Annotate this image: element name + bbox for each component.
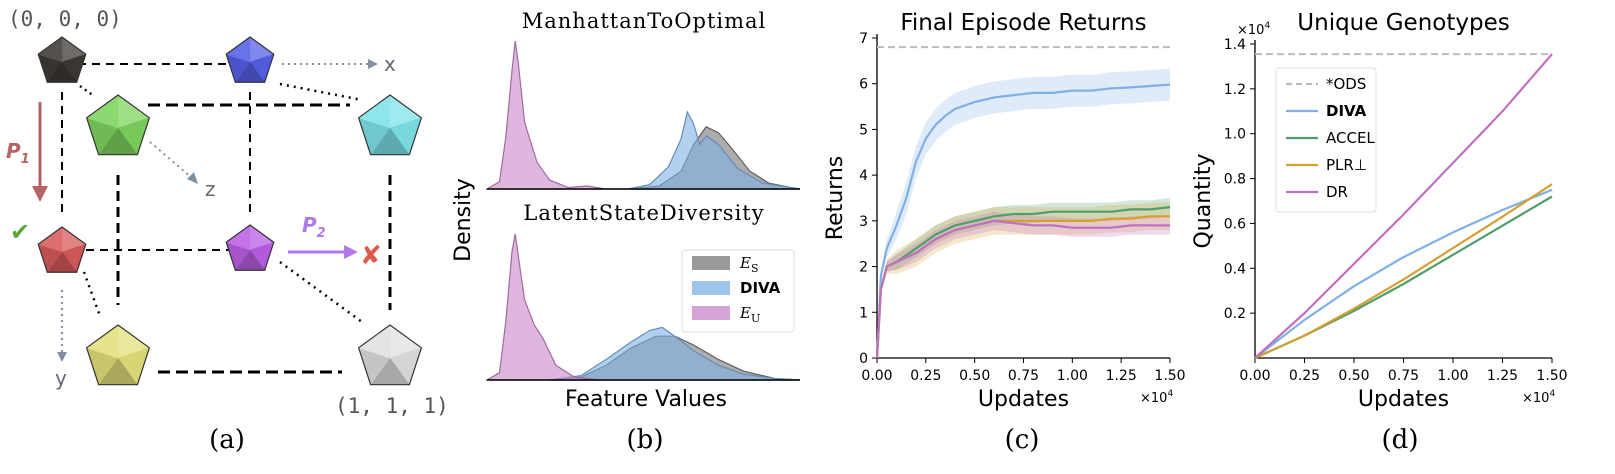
cube-edges bbox=[61, 63, 392, 374]
b-bottom-title: LatentStateDiversity bbox=[523, 201, 764, 225]
pentagon-cyan bbox=[357, 94, 423, 156]
x-tick-label: 0.50 bbox=[1338, 368, 1369, 384]
y-tick-label: 0.4 bbox=[1224, 261, 1246, 277]
check-icon: ✔ bbox=[10, 218, 30, 246]
axis-arrows: x z y bbox=[55, 52, 396, 390]
band-accel bbox=[877, 198, 1170, 358]
x-multiplier: ×104 bbox=[1522, 389, 1555, 406]
b-top-title: ManhattanToOptimal bbox=[522, 9, 767, 33]
cross-icon: ✘ bbox=[360, 241, 382, 271]
legend-label: DR bbox=[1326, 183, 1348, 201]
line-diva bbox=[875, 83, 1171, 359]
x-tick-label: 1.50 bbox=[1154, 368, 1185, 384]
b-xlabel: Feature Values bbox=[565, 387, 727, 412]
legend-label: ACCEL bbox=[1326, 129, 1375, 147]
pentagon-green bbox=[85, 94, 151, 156]
y-tick-label: 3 bbox=[859, 214, 868, 230]
p2-arrow: P2 ✘ bbox=[288, 213, 382, 271]
pentagon-red bbox=[37, 226, 87, 273]
b-legend-swatch bbox=[692, 256, 730, 270]
x-tick-label: 0.75 bbox=[1388, 368, 1419, 384]
end-label: (1, 1, 1) bbox=[335, 394, 449, 418]
density-e-u bbox=[484, 233, 600, 381]
x-tick-label: 1.00 bbox=[1057, 368, 1088, 384]
x-tick-label: 0.00 bbox=[1239, 368, 1270, 384]
y-tick-label: 1 bbox=[859, 305, 868, 321]
b-ylabel: Density bbox=[451, 178, 476, 262]
y-tick-label: 1.0 bbox=[1224, 127, 1246, 143]
p1-label: P1 bbox=[6, 139, 30, 167]
x-axis-label: Updates bbox=[978, 387, 1069, 412]
y-tick-label: 0.6 bbox=[1224, 216, 1246, 232]
pentagon-white bbox=[357, 324, 423, 386]
legend: *ODS DIVA ACCEL PLR⊥ DR bbox=[1275, 67, 1377, 213]
line-accel bbox=[1254, 195, 1553, 360]
b-legend-swatch bbox=[692, 281, 730, 295]
panel-a: (0, 0, 0) (1, 1, 1) x z y bbox=[6, 7, 449, 455]
x-tick-label: 0.25 bbox=[910, 368, 941, 384]
pentagon-yellow bbox=[85, 324, 151, 386]
panel-c-title: Final Episode Returns bbox=[900, 10, 1146, 36]
x-tick-label: 0.00 bbox=[861, 368, 892, 384]
x-tick-label: 1.25 bbox=[1487, 368, 1518, 384]
density-e-u bbox=[484, 40, 628, 190]
panel-c: Final Episode Returns 0.00 0.25 0.50 0.75 1.0… bbox=[823, 10, 1186, 412]
x-tick-label: 0.25 bbox=[1289, 368, 1320, 384]
x-axis-label: Updates bbox=[1358, 387, 1449, 412]
b-legend-label: DIVA bbox=[740, 279, 781, 297]
legend-label: *ODS bbox=[1326, 75, 1366, 93]
panel-d: Unique Genotypes 0.00 0.25 0.50 0.75 1.00 1.25… bbox=[1191, 10, 1568, 412]
x-tick-label: 0.50 bbox=[959, 368, 990, 384]
line-plr bbox=[1254, 183, 1553, 360]
b-legend-swatch bbox=[692, 306, 730, 320]
y-tick-label: 7 bbox=[859, 31, 868, 47]
axis-z-label: z bbox=[205, 177, 216, 201]
y-multiplier: ×104 bbox=[1237, 21, 1270, 38]
y-axis-label: Quantity bbox=[1191, 153, 1216, 248]
caption-c: (c) bbox=[1005, 425, 1040, 455]
x-tick-label: 1.25 bbox=[1106, 368, 1137, 384]
y-tick-label: 6 bbox=[859, 77, 868, 93]
y-tick-label: 1.4 bbox=[1224, 37, 1246, 53]
y-tick-label: 0.8 bbox=[1224, 172, 1246, 188]
p2-label: P2 bbox=[302, 213, 326, 241]
pentagon-black bbox=[37, 36, 87, 83]
density-diva bbox=[627, 110, 801, 190]
axis-x-label: x bbox=[384, 52, 396, 76]
x-tick-label: 1.50 bbox=[1536, 368, 1567, 384]
band-diva bbox=[877, 68, 1170, 358]
y-tick-label: 5 bbox=[859, 122, 868, 138]
caption-b: (b) bbox=[627, 425, 664, 455]
line-dr bbox=[1254, 53, 1553, 359]
b-top-plot bbox=[484, 40, 801, 190]
y-tick-label: 0.2 bbox=[1224, 306, 1246, 322]
legend-label: PLR⊥ bbox=[1326, 156, 1367, 174]
line-diva bbox=[1254, 188, 1553, 359]
y-tick-label: 1.2 bbox=[1224, 82, 1246, 98]
origin-label: (0, 0, 0) bbox=[8, 7, 122, 31]
p1-arrow: P1 ✔ bbox=[6, 102, 48, 246]
axis-y-label: y bbox=[55, 366, 67, 390]
pentagon-purple bbox=[225, 224, 275, 271]
panel-d-title: Unique Genotypes bbox=[1297, 10, 1509, 36]
x-multiplier: ×104 bbox=[1140, 389, 1173, 406]
y-tick-label: 2 bbox=[859, 260, 868, 276]
x-tick-label: 1.00 bbox=[1437, 368, 1468, 384]
caption-a: (a) bbox=[209, 425, 245, 455]
density-diva bbox=[549, 326, 801, 381]
y-axis-label: Returns bbox=[823, 156, 848, 240]
y-tick-label: 4 bbox=[859, 168, 868, 184]
band-plr bbox=[877, 202, 1170, 358]
panel-b: ManhattanToOptimal LatentStateDiversity … bbox=[451, 9, 801, 455]
line-dr bbox=[875, 219, 1170, 359]
b-bottom-plot bbox=[484, 233, 801, 381]
pentagon-blue bbox=[225, 36, 275, 83]
x-tick-label: 0.75 bbox=[1008, 368, 1039, 384]
y-tick-label: 0 bbox=[859, 351, 868, 367]
caption-d: (d) bbox=[1382, 425, 1419, 455]
legend-label: DIVA bbox=[1326, 102, 1367, 120]
